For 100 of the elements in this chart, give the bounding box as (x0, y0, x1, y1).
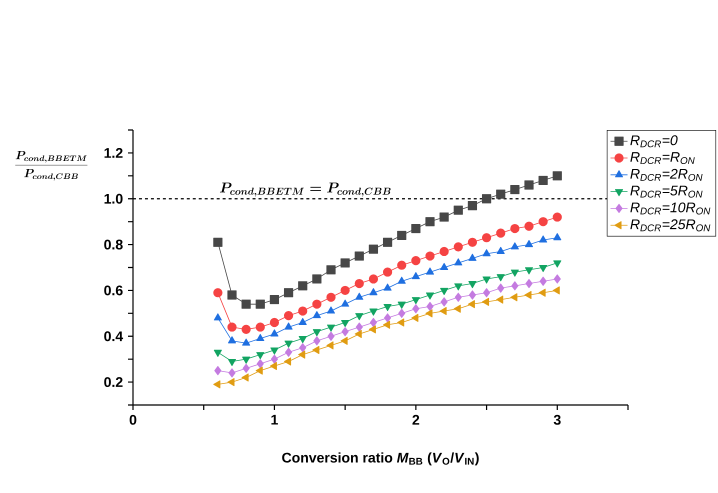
point (510, 293, 518, 302)
legend-label: R$_{DCR}$=10R$_{ON}$ (630, 202, 710, 214)
x-tick-label: 3 (554, 414, 561, 425)
point (227, 378, 234, 386)
point (369, 308, 378, 316)
point (382, 267, 392, 277)
point (284, 322, 293, 330)
point (554, 274, 561, 284)
y-axis-title: $\frac{P_{cond,BBETM}}{P_{cond,CBB}}$ (15, 150, 88, 181)
point (483, 288, 490, 298)
point (213, 380, 220, 388)
point (496, 296, 504, 304)
point (411, 256, 420, 266)
point (312, 346, 320, 354)
point (382, 238, 392, 247)
point (524, 290, 532, 300)
x-tick-label: 1 (271, 414, 278, 424)
point (538, 217, 548, 226)
y-tick-label: 1.0 (104, 194, 123, 204)
point (397, 260, 406, 270)
point (340, 258, 350, 268)
point (454, 283, 462, 290)
point (426, 267, 434, 275)
point (468, 254, 476, 261)
point (256, 322, 265, 332)
point (228, 358, 236, 366)
point (298, 350, 306, 359)
point (524, 267, 534, 274)
point (242, 324, 251, 334)
point (440, 297, 448, 306)
point (552, 286, 560, 294)
point (340, 286, 350, 296)
point (426, 302, 434, 312)
point (368, 325, 376, 334)
point (384, 313, 392, 323)
point (270, 329, 278, 336)
point (454, 206, 463, 215)
point (312, 311, 321, 318)
point (256, 366, 263, 375)
point (313, 336, 320, 346)
point (482, 194, 492, 204)
point (482, 276, 491, 284)
point (510, 270, 519, 277)
point (242, 373, 249, 382)
point (326, 306, 336, 314)
point (525, 278, 533, 288)
y-tick-label: 0.8 (104, 240, 123, 250)
point (539, 265, 548, 272)
point (524, 240, 534, 248)
point (256, 300, 265, 309)
point (440, 288, 448, 296)
point (354, 278, 364, 288)
y-tick-label: 0.4 (104, 331, 124, 342)
point (440, 307, 447, 316)
point (341, 320, 350, 328)
point (468, 281, 476, 288)
point (384, 284, 392, 291)
point (398, 276, 406, 284)
point (326, 265, 336, 274)
point (440, 212, 449, 222)
point (356, 322, 363, 332)
point (496, 274, 505, 282)
point (214, 366, 222, 376)
point (213, 238, 222, 247)
point (539, 235, 548, 242)
point (341, 300, 350, 307)
point (412, 297, 420, 304)
point (242, 356, 250, 364)
y-tick-label: 1.2 (104, 148, 123, 158)
point (425, 217, 435, 226)
point (398, 308, 406, 318)
point (440, 262, 448, 270)
point (242, 338, 250, 346)
point (482, 233, 492, 242)
point (368, 244, 378, 254)
point (354, 330, 362, 338)
point (284, 357, 292, 366)
point (227, 322, 237, 332)
point (552, 171, 562, 180)
point (355, 292, 364, 300)
point (496, 246, 505, 254)
point (510, 242, 519, 250)
legend-label: R$_{DCR}$=R$_{ON}$ (630, 152, 695, 164)
point (398, 302, 406, 309)
legend-label: R$_{DCR}$=5R$_{ON}$ (630, 186, 703, 198)
point (511, 281, 518, 290)
point (270, 362, 277, 370)
point (411, 224, 420, 234)
point (284, 311, 294, 320)
point (312, 274, 322, 284)
point (342, 327, 349, 336)
point (242, 300, 251, 309)
point (256, 352, 264, 360)
point (270, 348, 278, 355)
point (270, 318, 280, 328)
point (270, 294, 280, 304)
point (538, 288, 546, 297)
point (214, 313, 222, 320)
point (327, 332, 335, 341)
point (440, 246, 449, 256)
